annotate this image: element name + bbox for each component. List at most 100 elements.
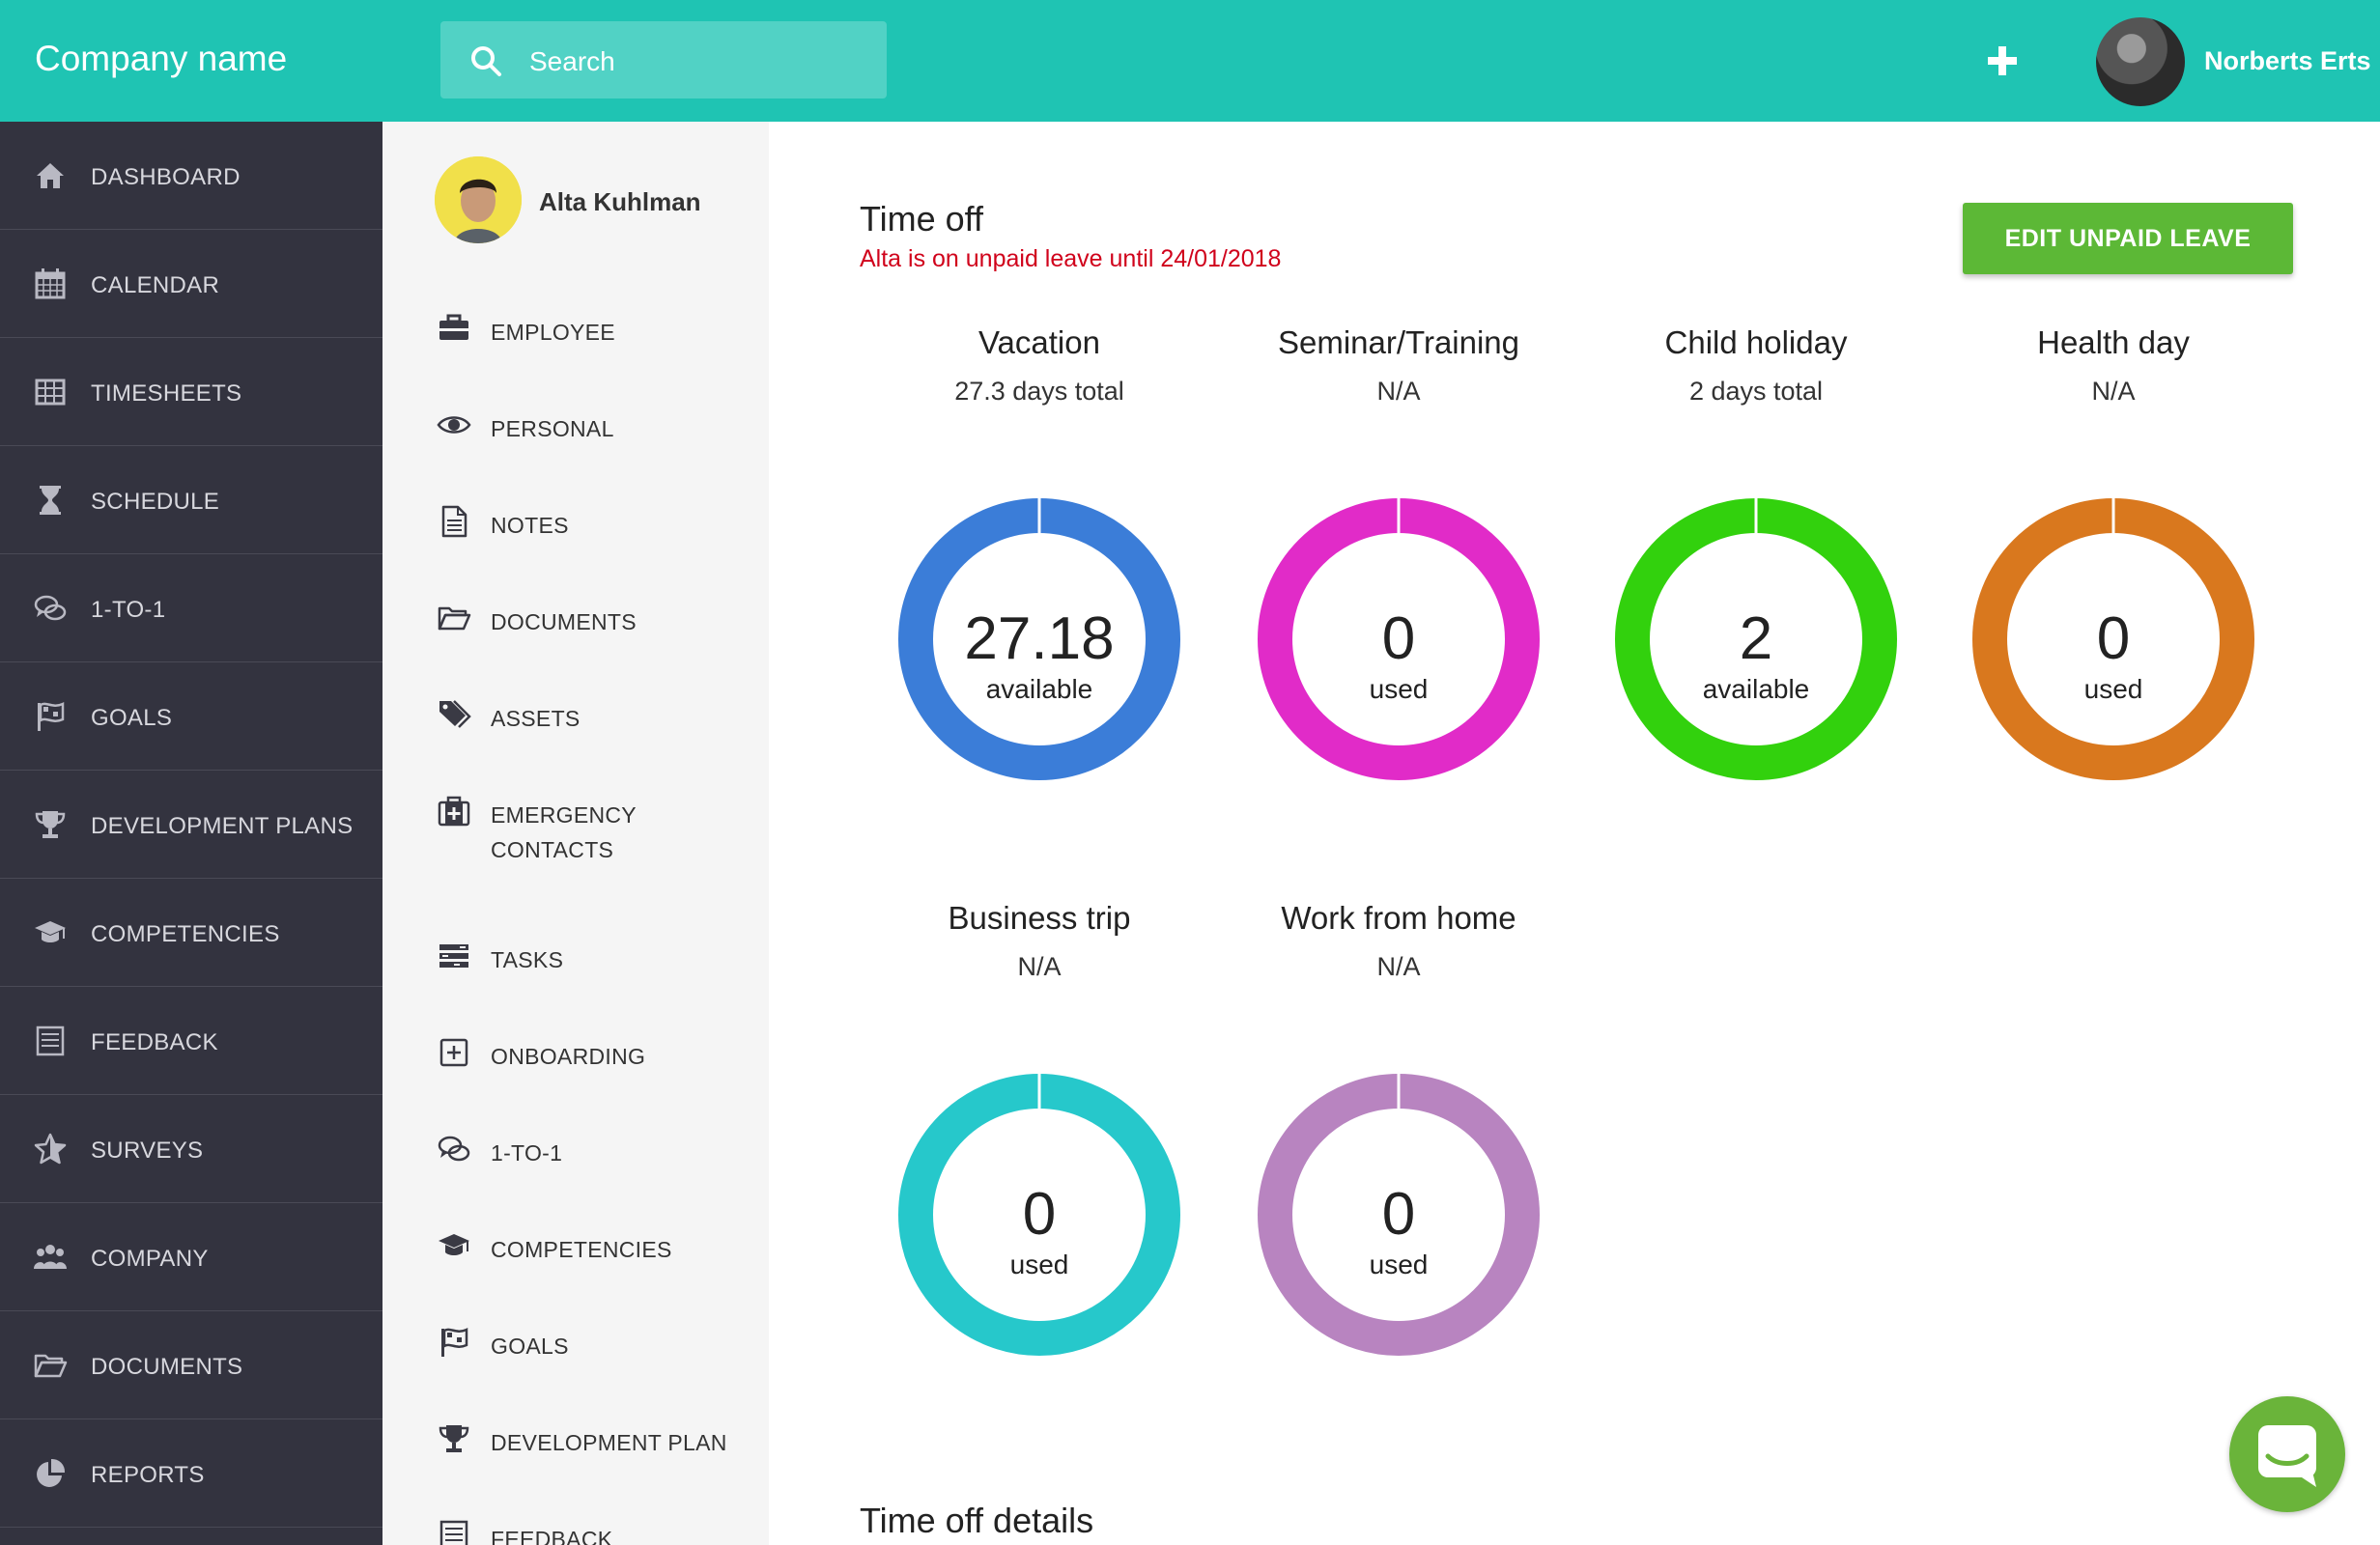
sidebar-item-surveys[interactable]: SURVEYS — [0, 1095, 382, 1203]
sidebar-item-calendar[interactable]: CALENDAR — [0, 230, 382, 338]
chat-launcher-button[interactable] — [2229, 1396, 2345, 1512]
time-off-card-health-day[interactable]: Health day N/A 0 used — [1949, 324, 2278, 827]
card-unit: used — [1009, 1250, 1069, 1279]
subnav-item-employee[interactable]: EMPLOYEE — [437, 311, 765, 350]
chat-icon — [2258, 1425, 2316, 1487]
subnav-item-onboarding[interactable]: ONBOARDING — [437, 1035, 765, 1074]
hourglass-icon — [40, 486, 61, 515]
profile-subnav: Alta Kuhlman EMPLOYEE PERSONAL NOTES DOC… — [382, 122, 769, 1545]
donut-ring — [1972, 498, 2254, 780]
donut-ring — [898, 498, 1180, 780]
time-off-card-seminar-training[interactable]: Seminar/Training N/A 0 used — [1234, 324, 1563, 827]
sidebar-item-1-to-1[interactable]: 1-TO-1 — [0, 554, 382, 662]
sidebar-item-reports[interactable]: REPORTS — [0, 1419, 382, 1528]
card-value: 0 — [2096, 605, 2131, 672]
section-title: Time off — [860, 199, 984, 239]
pie-chart-icon — [37, 1458, 66, 1487]
sidebar-item-label: DASHBOARD — [91, 164, 241, 190]
card-subtitle: 2 days total — [1688, 377, 1824, 406]
subnav-item-documents[interactable]: DOCUMENTS — [437, 601, 765, 639]
subnav-item-personal[interactable]: PERSONAL — [437, 407, 765, 446]
face-portrait-icon — [435, 156, 522, 243]
home-icon — [37, 163, 64, 188]
card-subtitle: 27.3 days total — [954, 377, 1124, 406]
sidebar-item-competencies[interactable]: COMPETENCIES — [0, 879, 382, 987]
sidebar-item-label: DOCUMENTS — [91, 1354, 243, 1380]
card-title: Child holiday — [1664, 324, 1848, 360]
subnav-item-label: TASKS — [491, 947, 564, 972]
subnav-item-label: DOCUMENTS — [491, 609, 637, 634]
sidebar-item-label: REPORTS — [91, 1462, 205, 1488]
card-unit: used — [1369, 674, 1429, 704]
sidebar-item-development-plans[interactable]: DEVELOPMENT PLANS — [0, 771, 382, 879]
sidebar-item-timesheets[interactable]: TIMESHEETS — [0, 338, 382, 446]
search-placeholder: Search — [529, 46, 615, 76]
subnav-item-emergency-contacts[interactable]: EMERGENCY CONTACTS — [437, 794, 765, 871]
company-name[interactable]: Company name — [35, 39, 288, 78]
time-off-card-child-holiday[interactable]: Child holiday 2 days total 2 available — [1592, 324, 1920, 827]
subnav-item-development-plan[interactable]: DEVELOPMENT PLAN — [437, 1421, 765, 1460]
sidebar-item-label: COMPETENCIES — [91, 921, 280, 947]
donut-ring — [898, 1074, 1180, 1356]
card-value: 0 — [1381, 1181, 1416, 1248]
subnav-item-competencies[interactable]: COMPETENCIES — [437, 1228, 765, 1267]
graduation-cap-icon — [439, 1234, 469, 1255]
tags-icon — [439, 700, 471, 728]
sidebar-item-documents[interactable]: DOCUMENTS — [0, 1311, 382, 1419]
sidebar-item-label: FEEDBACK — [91, 1029, 218, 1055]
subnav-item-notes[interactable]: NOTES — [437, 504, 765, 543]
card-subtitle: N/A — [2091, 377, 2136, 406]
tasks-icon — [439, 944, 468, 968]
checklist-icon — [439, 1520, 468, 1545]
search-input[interactable]: Search — [440, 21, 887, 98]
card-title: Work from home — [1281, 900, 1516, 936]
user-avatar[interactable] — [2096, 17, 2185, 106]
sidebar-item-label: COMPANY — [91, 1246, 209, 1272]
sidebar-item-label: SCHEDULE — [91, 489, 220, 515]
star-icon — [34, 1133, 67, 1165]
donut-ring — [1258, 498, 1540, 780]
folder-icon — [438, 606, 471, 631]
sidebar-item-label: CALENDAR — [91, 272, 220, 298]
sidebar-item-dashboard[interactable]: DASHBOARD — [0, 122, 382, 230]
user-name[interactable]: Norberts Erts — [2204, 46, 2371, 75]
note-icon — [441, 505, 468, 538]
search-icon — [471, 46, 501, 76]
folder-icon — [34, 1354, 68, 1378]
card-title: Seminar/Training — [1277, 324, 1520, 360]
plus-square-icon — [439, 1038, 468, 1067]
card-value: 27.18 — [964, 605, 1115, 672]
sidebar-item-schedule[interactable]: SCHEDULE — [0, 446, 382, 554]
main-sidebar: DASHBOARD CALENDAR TIMESHEETS SCHEDULE 1… — [0, 122, 382, 1545]
graduation-cap-icon — [35, 921, 66, 942]
subnav-item-label: DEVELOPMENT PLAN — [491, 1430, 727, 1455]
people-icon — [34, 1245, 67, 1269]
subnav-item-1-to-1[interactable]: 1-TO-1 — [437, 1132, 765, 1170]
sidebar-item-label: TIMESHEETS — [91, 380, 242, 407]
time-off-card-vacation[interactable]: Vacation 27.3 days total 27.18 available — [875, 324, 1204, 827]
employee-avatar[interactable] — [435, 156, 522, 243]
subnav-item-label: PERSONAL — [491, 416, 614, 441]
sidebar-item-company[interactable]: COMPANY — [0, 1203, 382, 1311]
subnav-item-assets[interactable]: ASSETS — [437, 697, 765, 736]
sidebar-item-label: DEVELOPMENT PLANS — [91, 813, 354, 839]
checklist-icon — [36, 1025, 65, 1056]
card-subtitle: N/A — [1376, 377, 1421, 406]
add-plus-icon[interactable] — [1980, 39, 2025, 83]
subnav-item-label: NOTES — [491, 513, 569, 538]
subnav-item-label: ONBOARDING — [491, 1044, 646, 1069]
card-subtitle: N/A — [1376, 952, 1421, 981]
card-value: 0 — [1381, 605, 1416, 672]
time-off-card-business-trip[interactable]: Business trip N/A 0 used — [875, 900, 1204, 1402]
subnav-item-goals[interactable]: GOALS — [437, 1325, 765, 1363]
subnav-item-feedback[interactable]: FEEDBACK — [437, 1518, 765, 1545]
subnav-item-label-line2: CONTACTS — [491, 837, 614, 862]
subnav-item-label: COMPETENCIES — [491, 1237, 672, 1262]
card-unit: available — [1702, 674, 1810, 704]
subnav-item-tasks[interactable]: TASKS — [437, 939, 765, 977]
card-value: 0 — [1022, 1181, 1057, 1248]
sidebar-item-feedback[interactable]: FEEDBACK — [0, 987, 382, 1095]
sidebar-item-goals[interactable]: GOALS — [0, 662, 382, 771]
time-off-card-work-from-home[interactable]: Work from home N/A 0 used — [1234, 900, 1563, 1402]
edit-unpaid-leave-button[interactable]: EDIT UNPAID LEAVE — [1963, 203, 2293, 274]
